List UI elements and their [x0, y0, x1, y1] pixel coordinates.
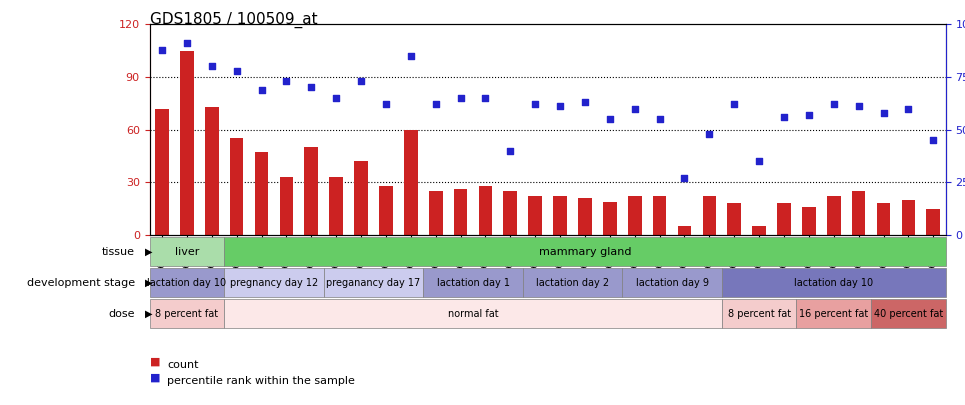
Point	[154, 46, 170, 53]
Point	[652, 116, 668, 122]
Bar	[329, 177, 343, 235]
Point	[328, 95, 344, 101]
Text: 8 percent fat: 8 percent fat	[728, 309, 790, 319]
Point	[876, 109, 892, 116]
Bar	[205, 107, 219, 235]
Point	[900, 105, 916, 112]
Bar	[827, 196, 841, 235]
Bar	[628, 196, 642, 235]
Bar	[901, 200, 915, 235]
Bar	[354, 161, 368, 235]
Point	[279, 78, 294, 84]
Bar	[504, 191, 517, 235]
Bar	[753, 226, 766, 235]
Bar	[255, 152, 268, 235]
Text: GDS1805 / 100509_at: GDS1805 / 100509_at	[150, 12, 317, 28]
Bar	[578, 198, 592, 235]
Text: 40 percent fat: 40 percent fat	[873, 309, 943, 319]
Point	[826, 101, 841, 108]
Text: ▶: ▶	[145, 309, 152, 319]
Point	[702, 130, 717, 137]
Bar	[479, 186, 492, 235]
Point	[229, 67, 244, 74]
Point	[179, 40, 195, 47]
Point	[204, 63, 219, 70]
Bar	[155, 109, 169, 235]
Text: ■: ■	[150, 373, 160, 383]
Bar	[703, 196, 716, 235]
Text: 16 percent fat: 16 percent fat	[799, 309, 868, 319]
Text: ▶: ▶	[145, 278, 152, 288]
Text: lactation day 10: lactation day 10	[794, 278, 873, 288]
Bar	[802, 207, 815, 235]
Bar	[529, 196, 542, 235]
Point	[503, 147, 518, 154]
Point	[552, 103, 567, 110]
Bar	[180, 51, 194, 235]
Point	[304, 84, 319, 91]
Bar	[280, 177, 293, 235]
Point	[925, 137, 941, 143]
Text: tissue: tissue	[102, 247, 135, 256]
Text: lactation day 1: lactation day 1	[436, 278, 510, 288]
Bar	[603, 202, 617, 235]
Bar	[379, 186, 393, 235]
Text: lactation day 10: lactation day 10	[148, 278, 227, 288]
Text: lactation day 9: lactation day 9	[636, 278, 708, 288]
Bar	[454, 189, 467, 235]
Bar	[728, 203, 741, 235]
Bar	[652, 196, 667, 235]
Point	[627, 105, 643, 112]
Text: ▶: ▶	[145, 247, 152, 256]
Text: liver: liver	[175, 247, 199, 256]
Point	[528, 101, 543, 108]
Point	[776, 114, 791, 120]
Bar	[553, 196, 566, 235]
Bar	[304, 147, 318, 235]
Bar	[876, 203, 891, 235]
Bar	[852, 191, 866, 235]
Point	[602, 116, 618, 122]
Point	[851, 103, 867, 110]
Bar	[404, 130, 418, 235]
Text: dose: dose	[109, 309, 135, 319]
Point	[403, 53, 419, 59]
Text: count: count	[167, 360, 199, 370]
Text: pregnancy day 12: pregnancy day 12	[230, 278, 318, 288]
Bar	[926, 209, 940, 235]
Point	[353, 78, 369, 84]
Text: lactation day 2: lactation day 2	[536, 278, 609, 288]
Point	[752, 158, 767, 164]
Point	[254, 86, 269, 93]
Bar	[677, 226, 691, 235]
Bar	[230, 139, 243, 235]
Point	[577, 99, 593, 105]
Text: development stage: development stage	[27, 278, 135, 288]
Text: preganancy day 17: preganancy day 17	[326, 278, 421, 288]
Point	[801, 112, 816, 118]
Point	[478, 95, 493, 101]
Point	[727, 101, 742, 108]
Text: 8 percent fat: 8 percent fat	[155, 309, 218, 319]
Text: normal fat: normal fat	[448, 309, 498, 319]
Bar	[777, 203, 791, 235]
Text: mammary gland: mammary gland	[538, 247, 631, 256]
Text: ■: ■	[150, 357, 160, 367]
Point	[427, 101, 443, 108]
Point	[453, 95, 468, 101]
Point	[378, 101, 394, 108]
Bar	[428, 191, 443, 235]
Text: percentile rank within the sample: percentile rank within the sample	[167, 376, 355, 386]
Point	[676, 175, 692, 181]
